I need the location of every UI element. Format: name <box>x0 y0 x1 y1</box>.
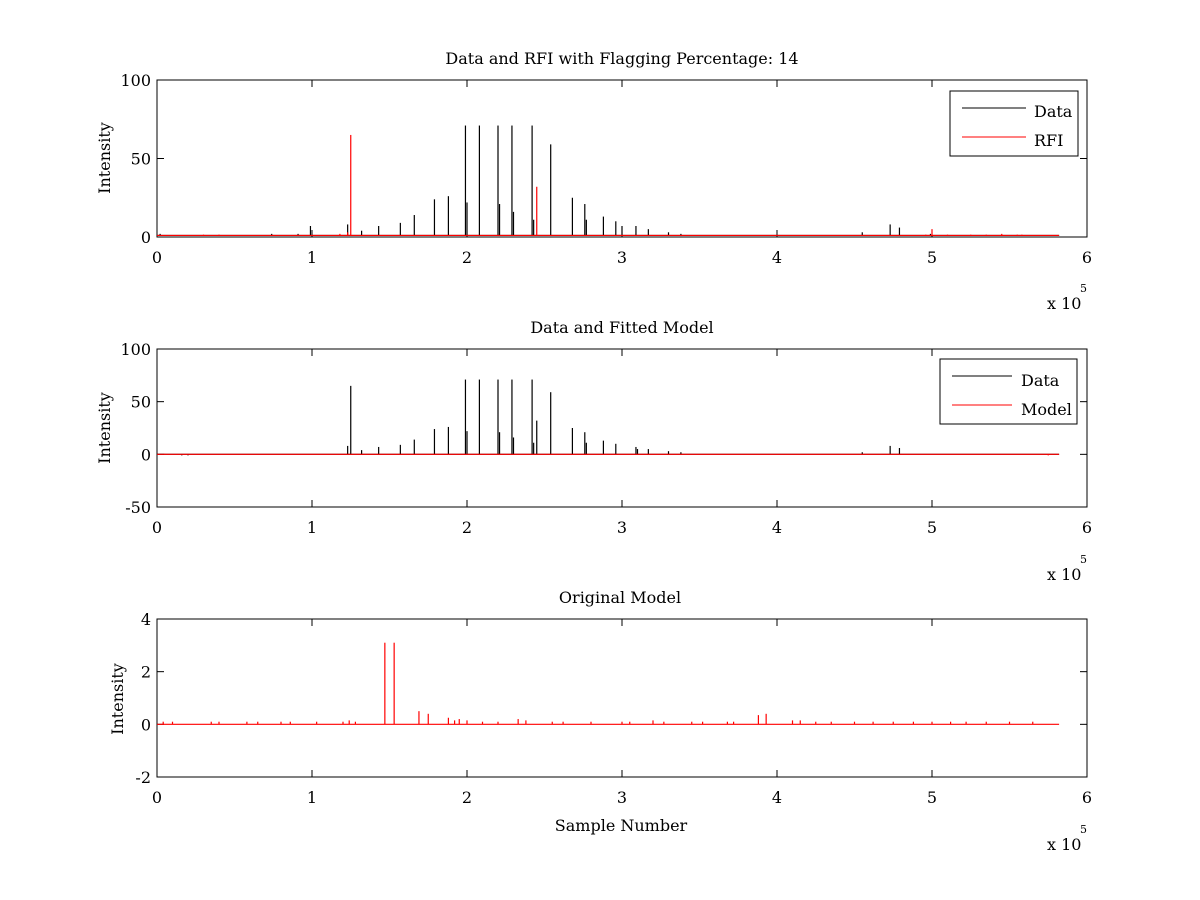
series-group <box>157 642 1060 725</box>
x-tick-label: 1 <box>307 788 317 807</box>
x-tick-label: 5 <box>927 248 937 267</box>
x-exponent-power: 5 <box>1080 282 1087 295</box>
x-tick-label: 0 <box>152 248 162 267</box>
subplot-3-title: Original Model <box>559 588 681 607</box>
subplot-2-legend: Data Model <box>939 358 1078 425</box>
x-tick-label: 0 <box>152 788 162 807</box>
series-group <box>157 125 1060 237</box>
legend-label-data: Data <box>1021 371 1060 390</box>
y-tick-label: 50 <box>131 393 151 412</box>
legend-box <box>939 358 1078 425</box>
subplot-2-ylabel: Intensity <box>95 392 114 464</box>
axes-frame <box>156 79 1088 238</box>
x-tick-label: 5 <box>927 788 937 807</box>
y-tick-label: 50 <box>131 150 151 169</box>
subplot-2-title: Data and Fitted Model <box>530 318 713 337</box>
x-tick-label: 0 <box>152 518 162 537</box>
x-exponent-power: 5 <box>1080 823 1087 836</box>
y-tick-label: -50 <box>125 498 151 517</box>
x-tick-label: 4 <box>772 518 782 537</box>
x-tick-label: 2 <box>462 518 472 537</box>
subplot-1-ylabel: Intensity <box>95 122 114 194</box>
x-exponent-base: x 10 <box>1047 565 1081 584</box>
x-tick-label: 4 <box>772 248 782 267</box>
subplot-1-legend: Data RFI <box>949 90 1079 157</box>
x-tick-label: 6 <box>1082 788 1092 807</box>
x-tick-label: 2 <box>462 248 472 267</box>
subplot-3-x-exponent: x 10 5 <box>1047 823 1087 854</box>
x-tick-label: 4 <box>772 788 782 807</box>
y-tick-label: 0 <box>141 228 151 247</box>
subplot-1: 0 1 2 3 4 5 6 0 50 100 Data and RFI with Flagging… <box>95 49 1092 313</box>
subplot-3-ylabel: Intensity <box>108 663 127 735</box>
y-tick-label: 4 <box>141 610 151 629</box>
x-exponent-power: 5 <box>1080 553 1087 566</box>
x-tick-label: 2 <box>462 788 472 807</box>
subplot-1-x-exponent: x 10 5 <box>1047 282 1087 313</box>
x-tick-label: 6 <box>1082 248 1092 267</box>
plot-area: 0 1 2 3 4 5 6 0 50 100 <box>120 71 1092 267</box>
x-tick-label: 3 <box>617 518 627 537</box>
legend-label-rfi: RFI <box>1034 131 1063 150</box>
axes-frame <box>156 618 1088 778</box>
y-tick-label: -2 <box>135 768 151 787</box>
x-tick-label: 5 <box>927 518 937 537</box>
x-exponent-base: x 10 <box>1047 835 1081 854</box>
y-tick-label: 100 <box>120 71 151 90</box>
x-tick-label: 1 <box>307 248 317 267</box>
subplot-1-title: Data and RFI with Flagging Percentage: 1… <box>445 49 798 68</box>
y-tick-label: 0 <box>141 445 151 464</box>
series-group <box>157 379 1060 456</box>
x-exponent-base: x 10 <box>1047 294 1081 313</box>
legend-box <box>949 90 1079 157</box>
legend-label-model: Model <box>1021 400 1072 419</box>
x-tick-label: 1 <box>307 518 317 537</box>
x-tick-label: 6 <box>1082 518 1092 537</box>
subplot-2-x-exponent: x 10 5 <box>1047 553 1087 584</box>
x-tick-label: 3 <box>617 248 627 267</box>
y-tick-label: 100 <box>120 340 151 359</box>
x-tick-label: 3 <box>617 788 627 807</box>
legend-label-data: Data <box>1034 102 1073 121</box>
y-tick-label: 2 <box>141 663 151 682</box>
subplot-3-xlabel: Sample Number <box>555 816 688 835</box>
y-tick-label: 0 <box>141 715 151 734</box>
